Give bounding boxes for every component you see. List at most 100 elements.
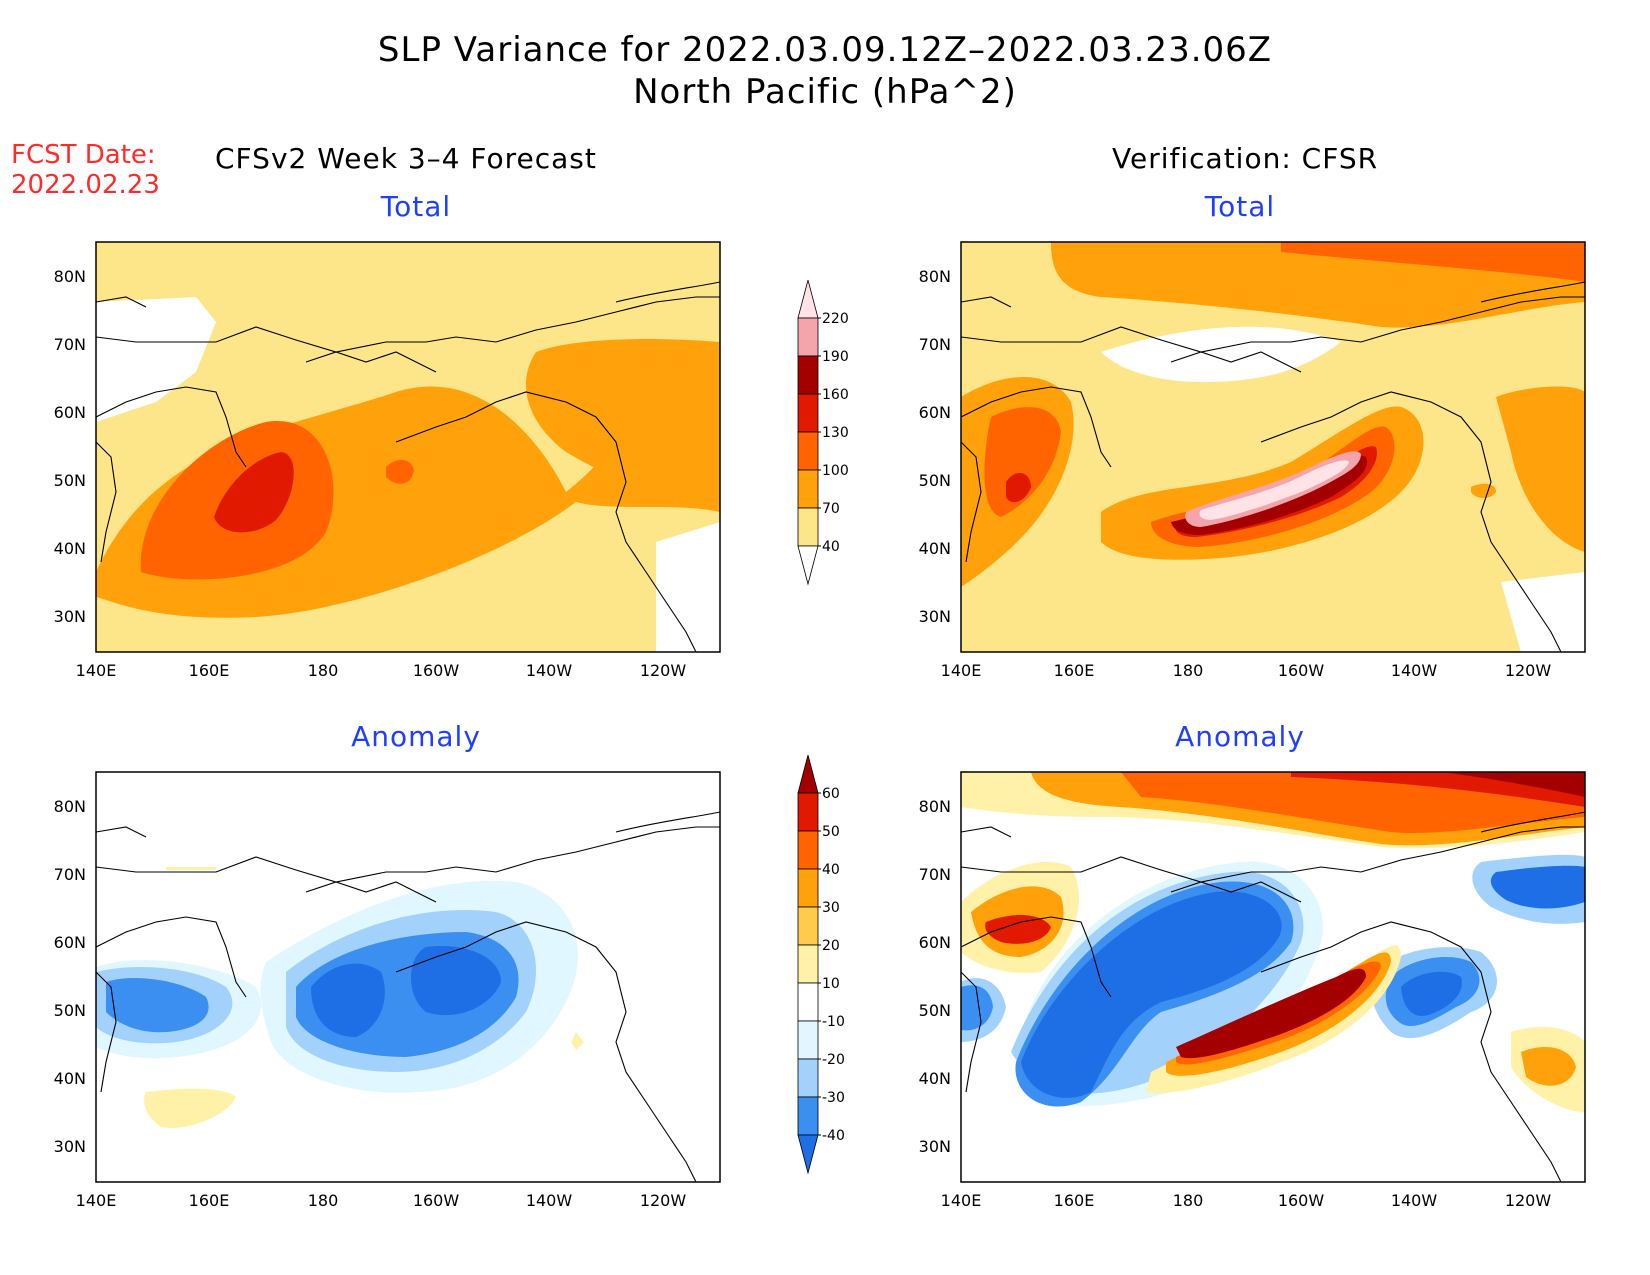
lon-label: 140E [76, 661, 117, 680]
lat-label: 80N [54, 797, 86, 816]
colorbar-tick-label: 130 [822, 425, 849, 441]
colorbar-segment [797, 982, 819, 1022]
lon-label: 140E [76, 1191, 117, 1210]
lon-label: 120W [640, 1191, 687, 1210]
colorbar-extend-top [797, 280, 819, 319]
panel-title-verification-anomaly: Anomaly [1175, 720, 1305, 753]
lat-label: 50N [919, 1001, 951, 1020]
lat-label: 50N [54, 471, 86, 490]
lat-label: 60N [54, 933, 86, 952]
colorbar-tick-label: -40 [822, 1128, 845, 1144]
verification-total-lat-axis: 80N 70N 60N 50N 40N 30N [919, 267, 951, 626]
forecast-total-coastlines [96, 281, 720, 652]
panel-title-forecast-total: Total [380, 190, 452, 223]
lon-label: 160W [413, 1191, 460, 1210]
colorbar-segment [797, 1020, 819, 1060]
colorbar-segment [797, 868, 819, 908]
colorbar-segment [797, 1058, 819, 1098]
verification-anomaly-lon-axis: 140E 160E 180 160W 140W 120W [941, 1191, 1552, 1210]
lat-label: 60N [54, 403, 86, 422]
colorbar-tick-label: 100 [822, 463, 849, 479]
verification-total-coastlines [961, 281, 1585, 652]
lat-label: 60N [919, 933, 951, 952]
lat-label: 40N [919, 539, 951, 558]
fcst-date-value: 2022.02.23 [11, 170, 160, 200]
forecast-anomaly-contours [96, 772, 720, 1182]
lon-label: 180 [308, 1191, 339, 1210]
lat-label: 50N [54, 1001, 86, 1020]
colorbar-segment [797, 317, 819, 357]
colorbar-segment [797, 830, 819, 870]
colorbar-tick-label: 20 [822, 938, 840, 954]
lon-label: 160E [189, 1191, 230, 1210]
colorbar-segment [797, 906, 819, 946]
panel-title-forecast-anomaly: Anomaly [351, 720, 481, 753]
lon-label: 160W [1278, 661, 1325, 680]
colorbar-segment [797, 431, 819, 471]
lat-label: 80N [54, 267, 86, 286]
colorbar-extend-top [797, 755, 819, 794]
figure-title-line2: North Pacific (hPa^2) [633, 72, 1017, 112]
colorbar-tick-label: 40 [822, 539, 840, 555]
lon-label: 140E [941, 1191, 982, 1210]
lon-label: 180 [1173, 661, 1204, 680]
lon-label: 140W [526, 661, 573, 680]
colorbar-tick-label: 10 [822, 976, 840, 992]
lon-label: 160E [1054, 1191, 1095, 1210]
forecast-anomaly-lat-axis: 80N 70N 60N 50N 40N 30N [54, 797, 86, 1156]
total-colorbar: 40 70 100 130 160 190 220 [797, 280, 849, 586]
lat-label: 30N [54, 607, 86, 626]
lat-label: 40N [54, 1069, 86, 1088]
colorbar-segment [797, 944, 819, 984]
verification-total-contours [961, 242, 1585, 652]
colorbar-tick-label: 50 [822, 824, 840, 840]
lon-label: 140E [941, 661, 982, 680]
colorbar-tick-label: 160 [822, 387, 849, 403]
colorbar-tick-label: 70 [822, 501, 840, 517]
colorbar-extend-bottom [797, 1134, 819, 1175]
fcst-date-block: FCST Date: 2022.02.23 [11, 140, 160, 200]
anomaly-colorbar-segments: -40 -30 -20 -10 10 20 30 40 50 60 [797, 755, 845, 1175]
colorbar-tick-label: -10 [822, 1014, 845, 1030]
lon-label: 160E [189, 661, 230, 680]
fcst-date-label: FCST Date: [11, 140, 156, 170]
colorbar-segment [797, 355, 819, 395]
lon-label: 140W [526, 1191, 573, 1210]
colorbar-tick-label: 220 [822, 311, 849, 327]
lon-label: 160E [1054, 661, 1095, 680]
lon-label: 120W [640, 661, 687, 680]
colorbar-segment [797, 507, 819, 547]
verification-anomaly-contours [961, 772, 1585, 1182]
lon-label: 140W [1391, 1191, 1438, 1210]
lat-label: 70N [919, 335, 951, 354]
lon-label: 140W [1391, 661, 1438, 680]
forecast-total-contours [96, 242, 720, 652]
lat-label: 70N [919, 865, 951, 884]
colorbar-tick-label: -20 [822, 1052, 845, 1068]
panel-title-verification-total: Total [1204, 190, 1276, 223]
total-colorbar-segments: 40 70 100 130 160 190 220 [797, 280, 849, 586]
lon-label: 180 [1173, 1191, 1204, 1210]
colorbar-extend-bottom [797, 545, 819, 586]
forecast-column-heading: CFSv2 Week 3–4 Forecast [215, 142, 597, 175]
verification-anomaly-map: 80N 70N 60N 50N 40N 30N 140E 160E 180 16… [919, 771, 1586, 1210]
lat-label: 30N [919, 607, 951, 626]
forecast-anomaly-coastlines [96, 811, 720, 1182]
verification-anomaly-coastlines [961, 811, 1585, 1182]
colorbar-tick-label: 30 [822, 900, 840, 916]
colorbar-segment [797, 469, 819, 509]
lat-label: 80N [919, 267, 951, 286]
colorbar-tick-label: 40 [822, 862, 840, 878]
verification-column-heading: Verification: CFSR [1112, 142, 1379, 175]
anomaly-colorbar: -40 -30 -20 -10 10 20 30 40 50 60 [797, 755, 845, 1175]
lon-label: 160W [413, 661, 460, 680]
lat-label: 50N [919, 471, 951, 490]
lat-label: 30N [54, 1137, 86, 1156]
lat-label: 60N [919, 403, 951, 422]
forecast-total-map: 80N 70N 60N 50N 40N 30N 140E 160E 180 16… [54, 241, 721, 680]
lat-label: 70N [54, 865, 86, 884]
colorbar-segment [797, 393, 819, 433]
lat-label: 40N [919, 1069, 951, 1088]
colorbar-tick-label: 190 [822, 349, 849, 365]
forecast-anomaly-lon-axis: 140E 160E 180 160W 140W 120W [76, 1191, 687, 1210]
